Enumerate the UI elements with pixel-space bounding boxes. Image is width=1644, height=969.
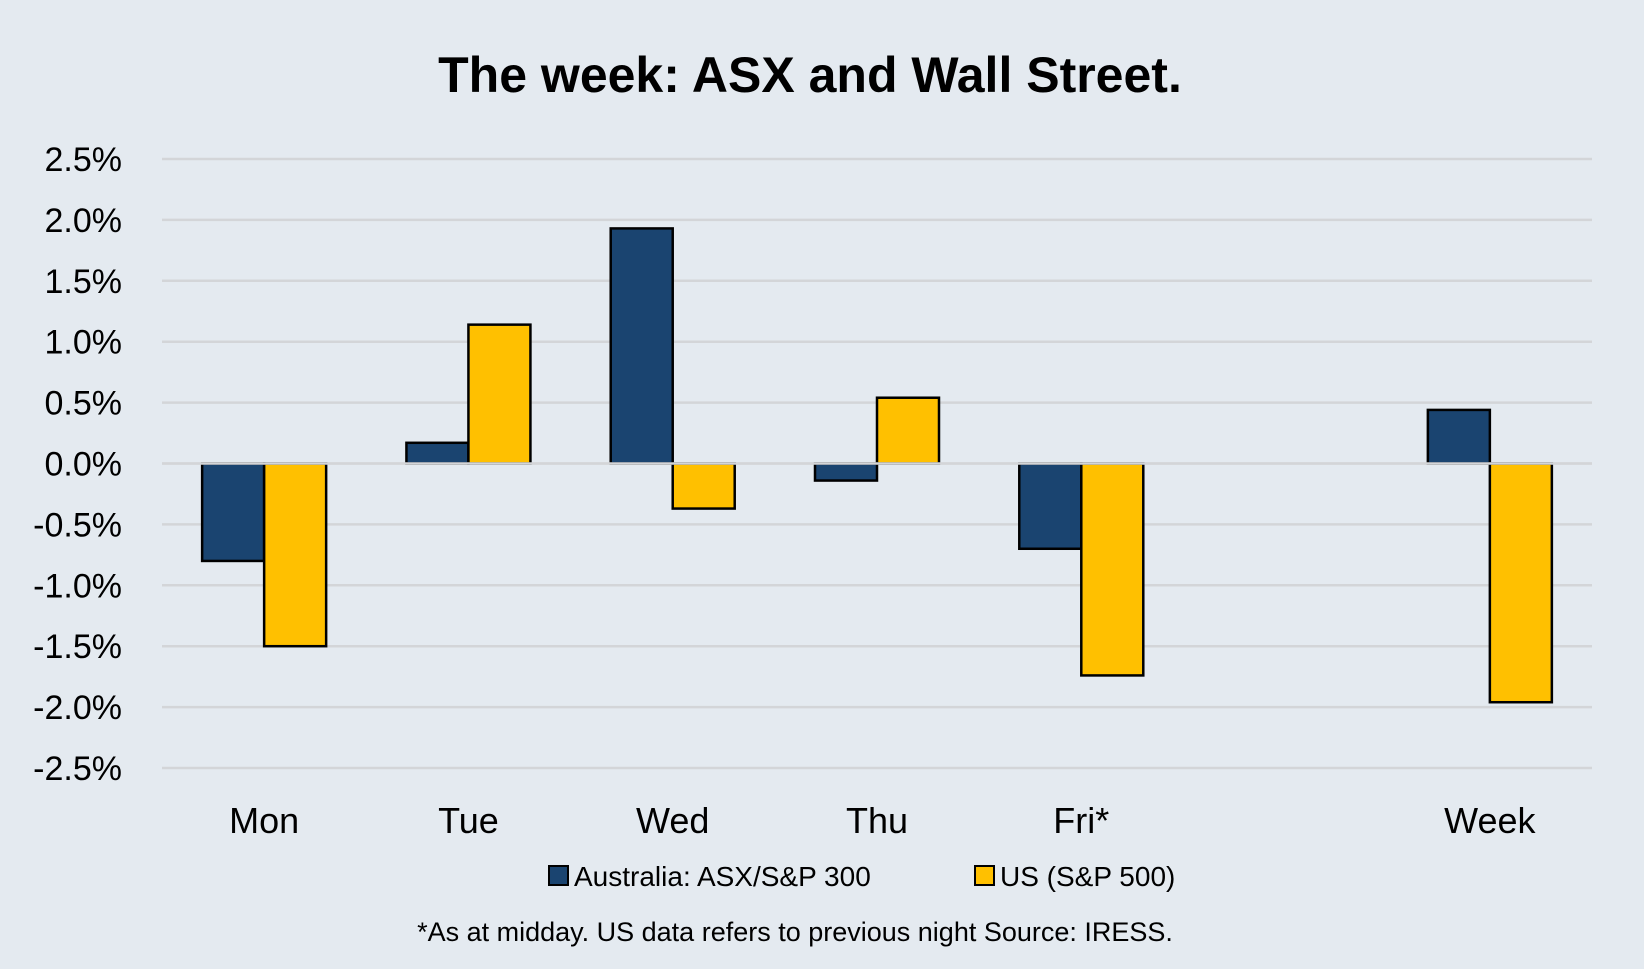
bar-australia-fri: [1018, 462, 1083, 551]
y-tick-label: 1.5%: [45, 263, 123, 301]
bar-australia-week: [1426, 408, 1492, 465]
chart-title: The week: ASX and Wall Street.: [438, 47, 1182, 103]
bar-australia-tue: [405, 441, 470, 465]
y-tick-label: 1.0%: [45, 324, 123, 362]
legend-label-australia: Australia: ASX/S&P 300: [574, 861, 871, 892]
x-axis: Mon Tue Wed Thu Fri* Week: [229, 800, 1536, 841]
bar-australia-mon: [200, 462, 266, 563]
y-tick-label: -2.5%: [33, 750, 122, 788]
bar-australia-wed: [609, 227, 674, 465]
bar-us-week: [1488, 462, 1554, 704]
legend-label-us: US (S&P 500): [1000, 861, 1175, 892]
x-tick-label: Wed: [636, 800, 709, 841]
bar-us-fri: [1080, 462, 1145, 677]
bar-us-mon: [262, 462, 328, 648]
x-tick-label: Week: [1444, 800, 1536, 841]
y-tick-label: 0.0%: [45, 446, 123, 484]
legend-swatch-us: [974, 865, 995, 886]
y-axis: 2.5% 2.0% 1.5% 1.0% 0.5% 0.0% -0.5% -1.0% -1.5% -…: [33, 141, 122, 788]
x-tick-label: Tue: [438, 800, 499, 841]
x-tick-label: Mon: [229, 800, 299, 841]
bar-us-tue: [467, 323, 532, 465]
bar-australia-thu: [813, 462, 879, 482]
bar-us-thu: [875, 396, 941, 465]
y-tick-label: -2.0%: [33, 689, 122, 727]
y-tick-label: -0.5%: [33, 506, 122, 544]
footnote: *As at midday. US data refers to previou…: [417, 917, 1173, 947]
y-tick-label: 2.5%: [45, 141, 123, 179]
y-tick-label: -1.5%: [33, 628, 122, 666]
x-tick-label: Thu: [846, 800, 908, 841]
bar-us-wed: [671, 462, 736, 510]
bars: [162, 227, 1592, 704]
legend-swatch-australia: [548, 865, 569, 886]
y-tick-label: -1.0%: [33, 567, 122, 605]
y-tick-label: 0.5%: [45, 385, 123, 423]
y-tick-label: 2.0%: [45, 202, 123, 240]
legend: Australia: ASX/S&P 300 US (S&P 500): [548, 861, 1175, 892]
x-tick-label: Fri*: [1053, 800, 1109, 841]
